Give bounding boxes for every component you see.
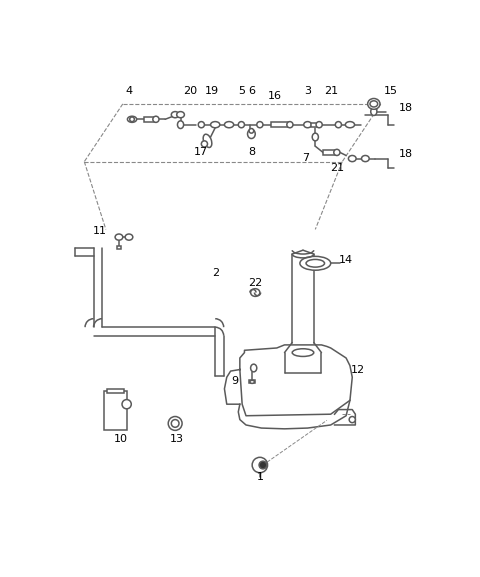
Ellipse shape: [211, 122, 220, 128]
Ellipse shape: [125, 234, 133, 240]
Ellipse shape: [257, 122, 263, 128]
Ellipse shape: [336, 122, 341, 128]
Bar: [104, 391, 127, 430]
Ellipse shape: [348, 155, 356, 162]
Bar: [312, 123, 319, 127]
Text: 20: 20: [183, 86, 198, 96]
Ellipse shape: [249, 129, 254, 133]
Ellipse shape: [251, 288, 260, 297]
Text: 17: 17: [194, 147, 208, 158]
Text: 2: 2: [212, 268, 219, 278]
Ellipse shape: [130, 117, 134, 122]
Text: 21: 21: [330, 163, 344, 173]
Text: 13: 13: [170, 434, 184, 444]
Text: 9: 9: [232, 376, 239, 386]
Ellipse shape: [115, 234, 123, 240]
Ellipse shape: [177, 111, 184, 118]
Ellipse shape: [122, 399, 131, 409]
Ellipse shape: [251, 364, 257, 372]
Ellipse shape: [316, 122, 322, 128]
Text: 16: 16: [268, 91, 282, 101]
Ellipse shape: [248, 129, 255, 138]
Ellipse shape: [334, 149, 340, 155]
Ellipse shape: [252, 458, 267, 473]
Text: 6: 6: [248, 86, 255, 96]
Ellipse shape: [349, 417, 355, 423]
Text: 1: 1: [256, 473, 264, 482]
Ellipse shape: [203, 134, 212, 148]
Ellipse shape: [225, 122, 234, 128]
Ellipse shape: [370, 101, 378, 107]
Ellipse shape: [171, 111, 179, 118]
Bar: [271, 122, 290, 127]
Text: 7: 7: [302, 153, 310, 163]
Text: 12: 12: [350, 365, 365, 374]
Text: 15: 15: [384, 86, 398, 96]
Text: 5: 5: [239, 86, 246, 96]
Ellipse shape: [259, 461, 267, 469]
Ellipse shape: [198, 122, 204, 128]
Ellipse shape: [168, 417, 182, 430]
Bar: [249, 380, 255, 383]
Ellipse shape: [300, 256, 331, 270]
Ellipse shape: [292, 349, 314, 357]
Text: 10: 10: [114, 434, 128, 444]
Bar: [323, 150, 337, 155]
Text: 21: 21: [324, 86, 338, 96]
Ellipse shape: [306, 260, 324, 267]
Text: 4: 4: [125, 86, 132, 96]
Ellipse shape: [287, 122, 293, 128]
Text: 22: 22: [248, 278, 263, 288]
Text: 11: 11: [93, 226, 107, 236]
Ellipse shape: [371, 108, 377, 115]
Text: 19: 19: [205, 86, 219, 96]
Ellipse shape: [368, 99, 380, 109]
Bar: [144, 117, 156, 122]
Text: 8: 8: [248, 147, 255, 158]
Text: 3: 3: [304, 86, 311, 96]
Ellipse shape: [127, 116, 137, 122]
Ellipse shape: [238, 122, 244, 128]
Ellipse shape: [201, 141, 207, 147]
Ellipse shape: [304, 122, 312, 128]
Ellipse shape: [171, 419, 179, 428]
Ellipse shape: [178, 121, 184, 129]
Bar: [107, 389, 123, 394]
Ellipse shape: [345, 122, 355, 128]
Ellipse shape: [312, 133, 318, 141]
Text: 18: 18: [399, 149, 413, 159]
Text: 18: 18: [399, 103, 413, 113]
Text: 14: 14: [339, 255, 353, 265]
Bar: [117, 246, 121, 249]
Ellipse shape: [153, 116, 159, 122]
Ellipse shape: [361, 155, 369, 162]
Ellipse shape: [250, 380, 254, 383]
